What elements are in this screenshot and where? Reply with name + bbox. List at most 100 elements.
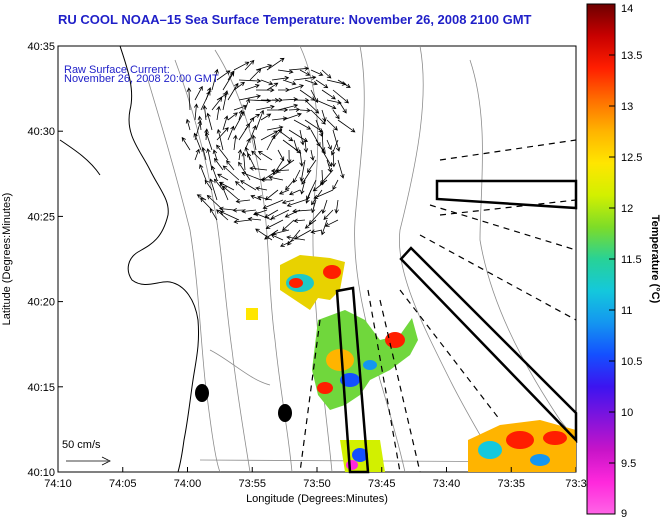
x-tick-label: 73:3 (565, 478, 586, 490)
current-vector (201, 146, 207, 161)
current-vector (260, 177, 273, 183)
current-vector (244, 98, 251, 111)
current-vector (233, 110, 245, 131)
current-vector (227, 125, 235, 141)
current-vector (337, 99, 347, 114)
current-vector (271, 128, 283, 141)
current-vector (222, 165, 240, 181)
current-vector (323, 209, 334, 221)
current-vector (234, 181, 246, 191)
current-vector (255, 109, 265, 131)
station-marker (278, 404, 292, 422)
current-vector (299, 129, 305, 146)
current-vector (310, 109, 326, 125)
current-vector (222, 115, 229, 131)
current-vector (337, 119, 356, 133)
current-vector (255, 64, 273, 71)
colorbar-tick-label: 12 (621, 203, 633, 215)
current-vector (310, 229, 323, 234)
current-vector (320, 219, 328, 236)
current-vector (299, 149, 304, 167)
current-vector (271, 75, 290, 81)
current-vector (266, 57, 285, 71)
current-vector (206, 148, 213, 171)
current-vector (226, 160, 235, 171)
current-vector (299, 69, 311, 76)
colorbar-tick-label: 12.5 (621, 152, 642, 164)
current-vector (288, 107, 301, 112)
current-vector (326, 119, 338, 131)
colorbar-tick-label: 9.5 (621, 458, 636, 470)
current-vector (304, 219, 317, 229)
current-vector (238, 161, 251, 181)
current-vector (304, 79, 318, 86)
current-vector (281, 219, 295, 231)
current-vector (282, 97, 299, 102)
y-tick-label: 40:10 (27, 467, 55, 479)
current-vector (238, 94, 262, 101)
current-vector (233, 219, 251, 224)
current-vector (222, 90, 229, 111)
current-vector (255, 87, 275, 93)
current-vector (262, 199, 284, 210)
current-vector (315, 79, 329, 89)
current-vector (204, 179, 213, 191)
current-vector (216, 144, 229, 161)
current-vector (211, 97, 223, 111)
x-tick-label: 73:35 (497, 478, 525, 490)
current-vector (266, 107, 289, 113)
current-vector (199, 164, 207, 181)
current-vector (303, 139, 309, 153)
current-vector (209, 178, 218, 201)
current-vector (266, 134, 276, 151)
current-vector (299, 108, 312, 113)
y-tick-label: 40:35 (27, 41, 55, 53)
current-vector (216, 105, 221, 121)
current-vector (326, 79, 347, 86)
x-tick-label: 73:45 (368, 478, 396, 490)
current-vector (286, 235, 306, 241)
current-vector (257, 195, 273, 201)
x-tick-label: 73:40 (433, 478, 461, 490)
current-vector (310, 149, 315, 161)
current-vector (251, 134, 257, 151)
colorbar-tick-label: 13.5 (621, 50, 642, 62)
current-vector (238, 78, 262, 84)
current-vector (233, 134, 238, 151)
current-label-2: November 26, 2008 20:00 GMT (64, 73, 219, 85)
current-vector (216, 127, 229, 141)
current-vector (260, 113, 272, 121)
current-vector (268, 175, 284, 181)
colorbar-label: Temperature (°C) (649, 215, 660, 304)
current-vector (315, 99, 337, 110)
current-vector (209, 208, 218, 221)
x-tick-label: 74:00 (174, 478, 202, 490)
current-vector (266, 125, 284, 131)
current-vector (249, 125, 257, 141)
current-vector (293, 139, 299, 153)
current-vector (271, 97, 284, 103)
current-vector (300, 179, 306, 195)
current-vector (218, 206, 235, 212)
colorbar-tick-label: 11.5 (621, 254, 642, 266)
current-vector (216, 209, 229, 221)
current-vector (312, 179, 328, 192)
current-vector (238, 122, 250, 141)
current-vector (249, 166, 268, 171)
current-vector (315, 139, 326, 155)
current-vector (321, 89, 336, 100)
current-vector (222, 185, 240, 201)
y-tick-label: 40:15 (27, 382, 55, 394)
current-vector (213, 178, 224, 191)
current-vector (321, 69, 332, 79)
x-tick-label: 73:55 (238, 478, 266, 490)
current-vector (292, 208, 312, 214)
current-vector (288, 66, 310, 71)
current-vector (299, 159, 306, 182)
y-axis-label: Latitude (Degrees:Minutes) (1, 193, 13, 326)
current-vector (337, 159, 345, 179)
colorbar-tick-label: 9 (621, 508, 627, 519)
current-vector (293, 169, 301, 184)
current-vector (277, 129, 294, 142)
